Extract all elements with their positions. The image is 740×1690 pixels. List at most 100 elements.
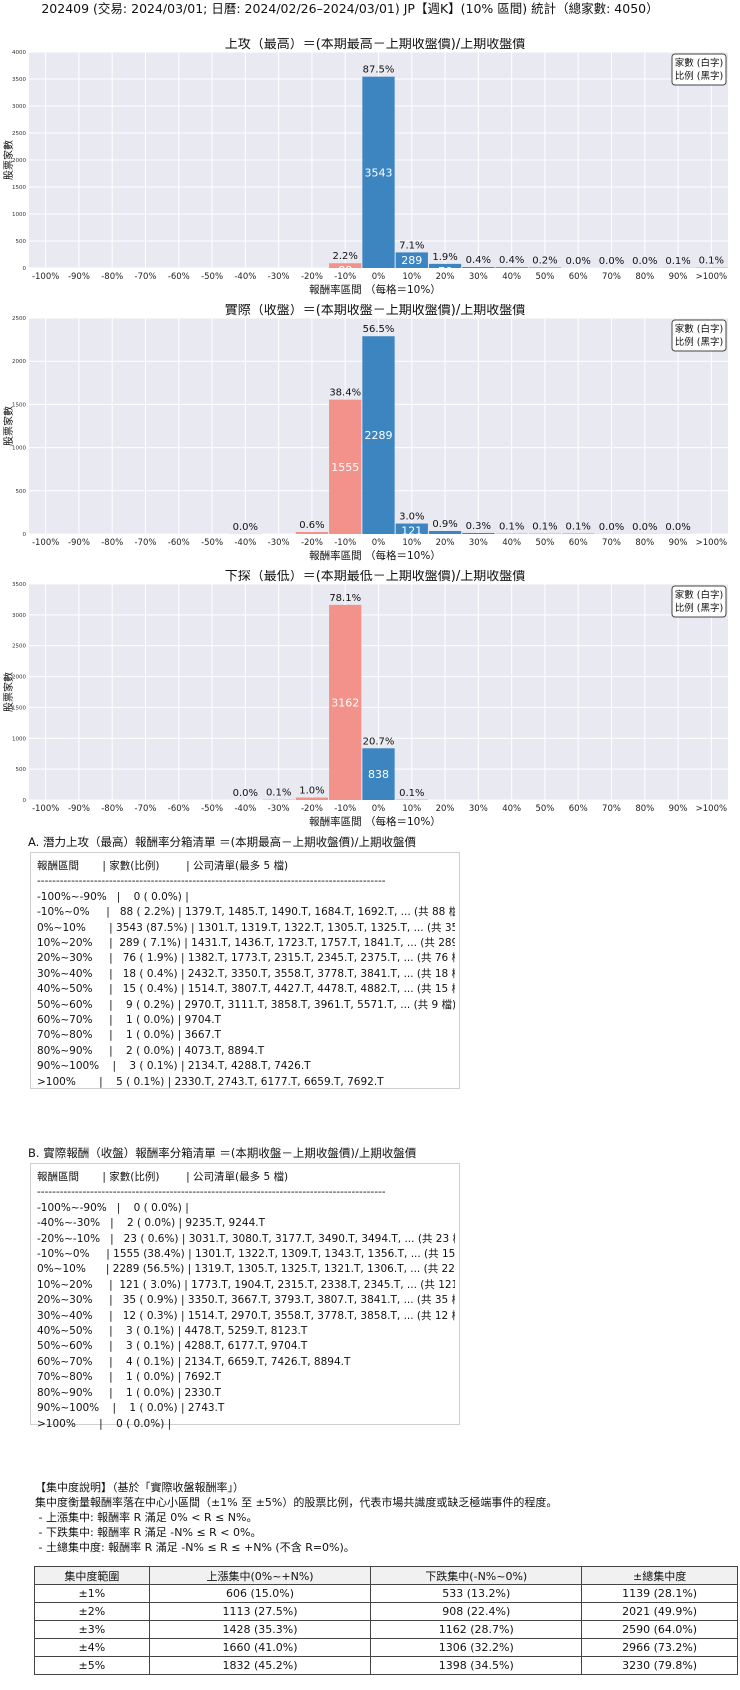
bar (329, 604, 362, 800)
chart-svg: 上攻（最高）＝(本期最高－上期收盤價)/上期收盤價 0 500 1000 1500 200… (2, 38, 728, 296)
pct-label: 0.6% (299, 520, 324, 531)
x-tick-label: -60% (168, 804, 190, 814)
table-cell: 1660 (41.0%) (148, 1638, 372, 1657)
pct-label: 0.1% (665, 256, 690, 267)
x-tick-label: 40% (502, 804, 521, 814)
list-line: 80%~90% | 1 ( 0.0%) | 2330.T (37, 1386, 221, 1399)
table-cell: ±2% (34, 1602, 150, 1621)
pct-label: 0.0% (233, 788, 258, 799)
x-tick-label: 70% (602, 272, 621, 282)
chart-title: 下探（最低）＝(本期最低－上期收盤價)/上期收盤價 (225, 570, 526, 584)
legend-entry: 家數 (白字) (675, 323, 723, 335)
y-tick-label: 0 (23, 532, 27, 538)
count-label: 289 (401, 254, 422, 267)
list-line: 10%~20% | 121 ( 3.0%) | 1773.T, 1904.T, … (37, 1278, 455, 1291)
x-tick-label: 50% (535, 538, 554, 548)
x-tick-label: 10% (402, 538, 421, 548)
x-tick-label: -80% (101, 538, 123, 548)
bar (462, 267, 495, 268)
y-tick-label: 0 (23, 798, 27, 804)
x-tick-label: 80% (635, 538, 654, 548)
legend-box (671, 585, 727, 618)
pct-label: 1.0% (299, 786, 324, 797)
list-line: -100%~-90% | 0 ( 0.0%) | (37, 890, 189, 903)
x-tick-label: -100% (32, 272, 59, 282)
x-tick-label: -50% (201, 272, 223, 282)
y-tick-label: 2500 (12, 131, 26, 137)
table-cell: 1306 (32.2%) (370, 1638, 583, 1657)
pct-label: 38.4% (329, 388, 361, 399)
table-row: ±4% 1660 (41.0%) 1306 (32.2%) 2966 (73.2%) (34, 1638, 738, 1657)
table-row: ±1% 606 (15.0%) 533 (13.2%) 1139 (28.1%) (34, 1584, 738, 1603)
x-tick-label: 0% (372, 538, 386, 548)
x-tick-label: -10% (334, 272, 356, 282)
pct-label: 0.4% (499, 255, 524, 266)
x-axis-label: 報酬率區間 （每格＝10%） (309, 815, 441, 828)
x-tick-label: 60% (569, 272, 588, 282)
table-cell: 606 (15.0%) (148, 1584, 372, 1603)
y-tick-label: 2500 (12, 316, 26, 322)
table-header-cell: ±總集中度 (581, 1566, 738, 1585)
x-tick-label: -90% (68, 804, 90, 814)
list-line: 30%~40% | 18 ( 0.4%) | 2432.T, 3350.T, 3… (37, 967, 455, 980)
table-cell: 1398 (34.5%) (370, 1656, 583, 1675)
pct-label: 0.4% (466, 255, 491, 266)
list-line: 20%~30% | 35 ( 0.9%) | 3350.T, 3667.T, 3… (37, 1294, 455, 1307)
x-tick-label: 40% (502, 538, 521, 548)
note-line: - 土總集中度: 報酬率 R 滿足 -N% ≤ R ≤ +N% (不含 R=0%… (35, 1541, 355, 1554)
bar (395, 252, 428, 268)
pct-label: 0.0% (632, 522, 657, 533)
x-tick-label: 20% (436, 272, 455, 282)
x-tick-label: 30% (469, 804, 488, 814)
x-tick-label: 80% (635, 804, 654, 814)
pct-label: 0.0% (632, 256, 657, 267)
close-return-chart: 實際（收盤）＝(本期收盤－上期收盤價)/上期收盤價 0 500 1000 1500 200… (0, 304, 740, 566)
x-tick-label: -30% (268, 272, 290, 282)
concentration-table: 集中度範圍 上漲集中(0%~+N%) 下跌集中(-N%~0%) ±總集中度 ±1% 60… (34, 1566, 738, 1675)
x-tick-label: 10% (402, 804, 421, 814)
y-tick-label: 1500 (12, 705, 26, 711)
low-return-chart: 下探（最低）＝(本期最低－上期收盤價)/上期收盤價 0 500 1000 1500 200… (0, 570, 740, 832)
x-tick-label: -40% (234, 272, 256, 282)
pct-label: 0.1% (699, 256, 724, 267)
y-tick-label: 1500 (12, 402, 26, 408)
pct-label: 0.1% (399, 788, 424, 799)
high-return-chart: 上攻（最高）＝(本期最高－上期收盤價)/上期收盤價 0 500 1000 1500 200… (0, 38, 740, 300)
x-tick-label: -70% (135, 538, 157, 548)
table-header-cell: 下跌集中(-N%~0%) (370, 1566, 583, 1585)
pct-label: 78.1% (329, 593, 361, 604)
x-tick-label: -50% (201, 804, 223, 814)
note-line: 集中度衡量報酬率落在中心小區間（±1% 至 ±5%）的股票比例，代表市場共識度或… (35, 1496, 558, 1509)
x-tick-label: -40% (234, 804, 256, 814)
x-tick-label: 30% (469, 272, 488, 282)
bar (462, 532, 495, 534)
chart-title: 上攻（最高）＝(本期最高－上期收盤價)/上期收盤價 (225, 38, 526, 52)
pct-label: 56.5% (363, 324, 395, 335)
x-tick-label: -90% (68, 538, 90, 548)
x-tick-label: 80% (635, 272, 654, 282)
bar (329, 399, 362, 534)
x-tick-label: 50% (535, 804, 554, 814)
x-tick-label: -30% (268, 538, 290, 548)
table-cell: 1428 (35.3%) (148, 1620, 372, 1639)
chart-svg: 實際（收盤）＝(本期收盤－上期收盤價)/上期收盤價 0 500 1000 1500 200… (2, 304, 728, 562)
x-tick-label: 50% (535, 272, 554, 282)
y-tick-label: 2000 (12, 158, 26, 164)
y-tick-label: 1000 (12, 212, 26, 218)
list-line: 0%~10% | 3543 (87.5%) | 1301.T, 1319.T, … (37, 921, 455, 934)
list-line: 30%~40% | 12 ( 0.3%) | 1514.T, 2970.T, 3… (37, 1309, 455, 1322)
x-tick-label: -20% (301, 804, 323, 814)
pct-label: 0.1% (499, 522, 524, 533)
pct-label: 87.5% (363, 65, 395, 76)
list-line: -40%~-30% | 2 ( 0.0%) | 9235.T, 9244.T (37, 1217, 266, 1230)
list-line: 40%~50% | 3 ( 0.1%) | 4478.T, 5259.T, 81… (37, 1325, 308, 1338)
x-tick-label: 20% (436, 804, 455, 814)
list-line: 70%~80% | 1 ( 0.0%) | 7692.T (37, 1371, 221, 1384)
x-tick-label: 40% (502, 272, 521, 282)
chart-legend: 家數 (白字)比例 (黑字) (671, 585, 727, 618)
x-tick-label: -60% (168, 272, 190, 282)
pct-label: 0.1% (532, 522, 557, 533)
chart-legend: 家數 (白字)比例 (黑字) (671, 53, 727, 86)
y-tick-label: 2500 (12, 644, 26, 650)
count-label: 121 (401, 525, 422, 538)
